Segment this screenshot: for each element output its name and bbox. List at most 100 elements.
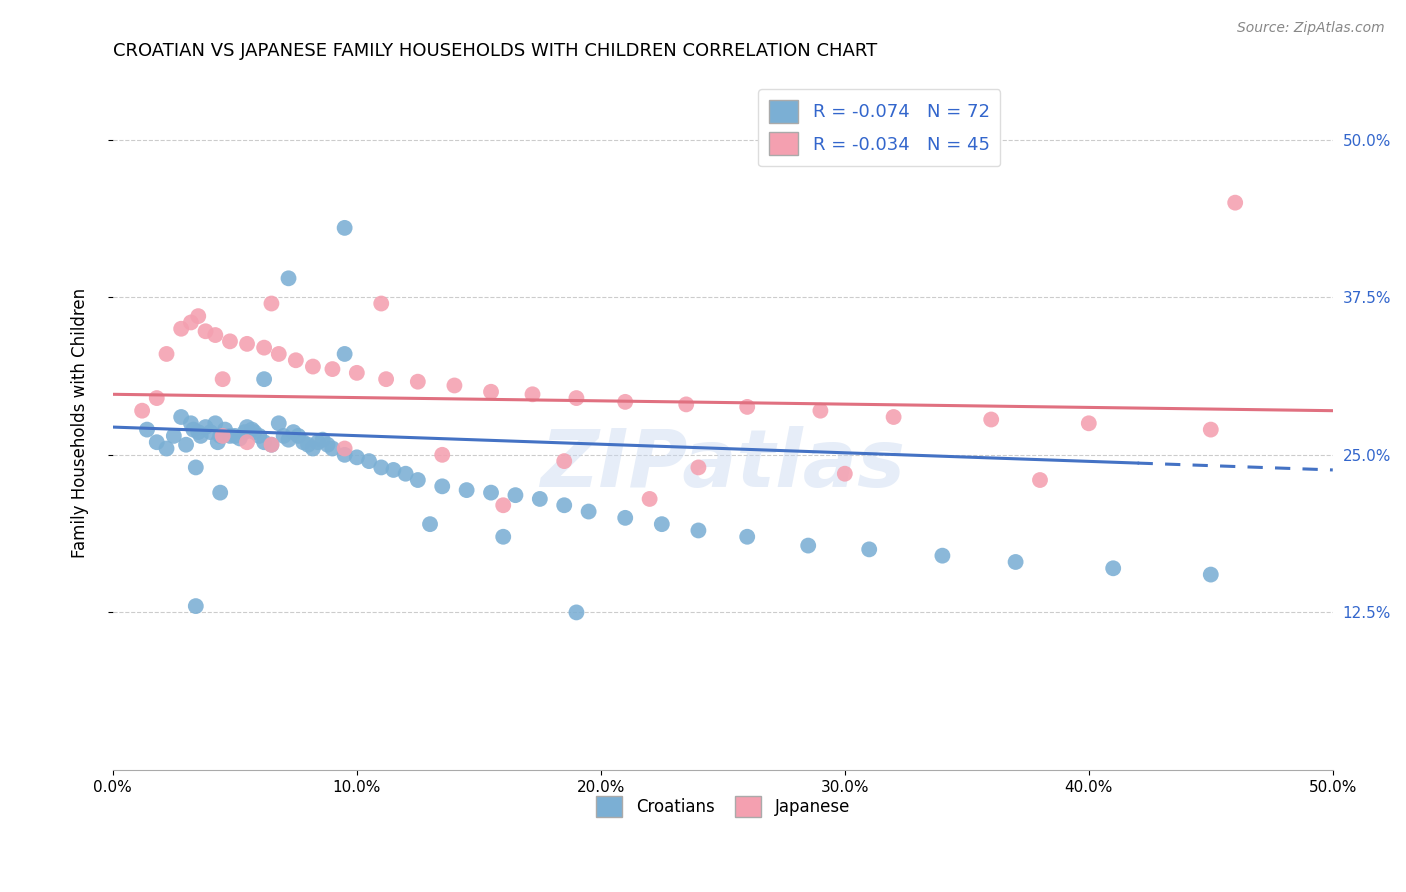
Point	[204, 328, 226, 343]
Point	[236, 337, 259, 351]
Y-axis label: Family Households with Children: Family Households with Children	[72, 288, 89, 558]
Point	[247, 429, 270, 443]
Point	[1199, 423, 1222, 437]
Point	[131, 403, 153, 417]
Point	[204, 417, 226, 431]
Point	[1199, 567, 1222, 582]
Point	[443, 378, 465, 392]
Point	[273, 429, 295, 443]
Point	[492, 498, 515, 512]
Point	[834, 467, 856, 481]
Point	[209, 429, 232, 443]
Point	[307, 435, 329, 450]
Point	[675, 397, 697, 411]
Point	[614, 511, 637, 525]
Point	[277, 271, 299, 285]
Point	[735, 400, 758, 414]
Point	[565, 606, 588, 620]
Point	[1077, 417, 1099, 431]
Point	[370, 460, 392, 475]
Point	[375, 372, 398, 386]
Point	[419, 517, 441, 532]
Point	[297, 438, 319, 452]
Point	[214, 423, 236, 437]
Point	[1225, 195, 1247, 210]
Point	[180, 315, 202, 329]
Point	[155, 347, 177, 361]
Point	[229, 432, 252, 446]
Point	[145, 435, 167, 450]
Point	[190, 429, 212, 443]
Legend: Croatians, Japanese: Croatians, Japanese	[589, 789, 856, 824]
Point	[260, 438, 283, 452]
Point	[688, 524, 710, 538]
Point	[321, 442, 343, 456]
Text: Source: ZipAtlas.com: Source: ZipAtlas.com	[1237, 21, 1385, 35]
Point	[312, 433, 335, 447]
Point	[395, 467, 418, 481]
Point	[184, 460, 207, 475]
Point	[456, 483, 478, 497]
Point	[253, 341, 276, 355]
Point	[243, 425, 266, 439]
Point	[240, 423, 263, 437]
Point	[284, 353, 307, 368]
Point	[980, 412, 1002, 426]
Point	[614, 395, 637, 409]
Point	[346, 366, 368, 380]
Point	[184, 599, 207, 613]
Point	[302, 359, 325, 374]
Text: CROATIAN VS JAPANESE FAMILY HOUSEHOLDS WITH CHILDREN CORRELATION CHART: CROATIAN VS JAPANESE FAMILY HOUSEHOLDS W…	[112, 42, 877, 60]
Point	[565, 391, 588, 405]
Point	[253, 372, 276, 386]
Point	[931, 549, 953, 563]
Point	[883, 409, 905, 424]
Point	[1029, 473, 1052, 487]
Point	[333, 220, 356, 235]
Point	[174, 438, 197, 452]
Point	[236, 420, 259, 434]
Point	[163, 429, 186, 443]
Point	[194, 420, 217, 434]
Point	[858, 542, 880, 557]
Point	[207, 435, 229, 450]
Point	[810, 403, 832, 417]
Point	[1102, 561, 1125, 575]
Point	[357, 454, 380, 468]
Point	[406, 473, 429, 487]
Point	[333, 442, 356, 456]
Point	[688, 460, 710, 475]
Point	[492, 530, 515, 544]
Point	[219, 429, 242, 443]
Point	[260, 296, 283, 310]
Point	[797, 539, 820, 553]
Point	[209, 485, 232, 500]
Point	[211, 372, 233, 386]
Point	[553, 454, 575, 468]
Point	[529, 491, 551, 506]
Point	[183, 423, 205, 437]
Point	[432, 479, 454, 493]
Point	[253, 435, 276, 450]
Point	[578, 504, 600, 518]
Text: ZIPatlas: ZIPatlas	[540, 425, 905, 504]
Point	[346, 450, 368, 465]
Point	[316, 438, 339, 452]
Point	[267, 417, 290, 431]
Point	[505, 488, 527, 502]
Point	[287, 429, 309, 443]
Point	[211, 429, 233, 443]
Point	[200, 425, 222, 439]
Point	[187, 309, 209, 323]
Point	[187, 425, 209, 439]
Point	[283, 425, 305, 439]
Point	[302, 442, 325, 456]
Point	[194, 324, 217, 338]
Point	[479, 485, 502, 500]
Point	[1004, 555, 1026, 569]
Point	[292, 435, 315, 450]
Point	[638, 491, 661, 506]
Point	[522, 387, 544, 401]
Point	[233, 425, 256, 439]
Point	[219, 334, 242, 349]
